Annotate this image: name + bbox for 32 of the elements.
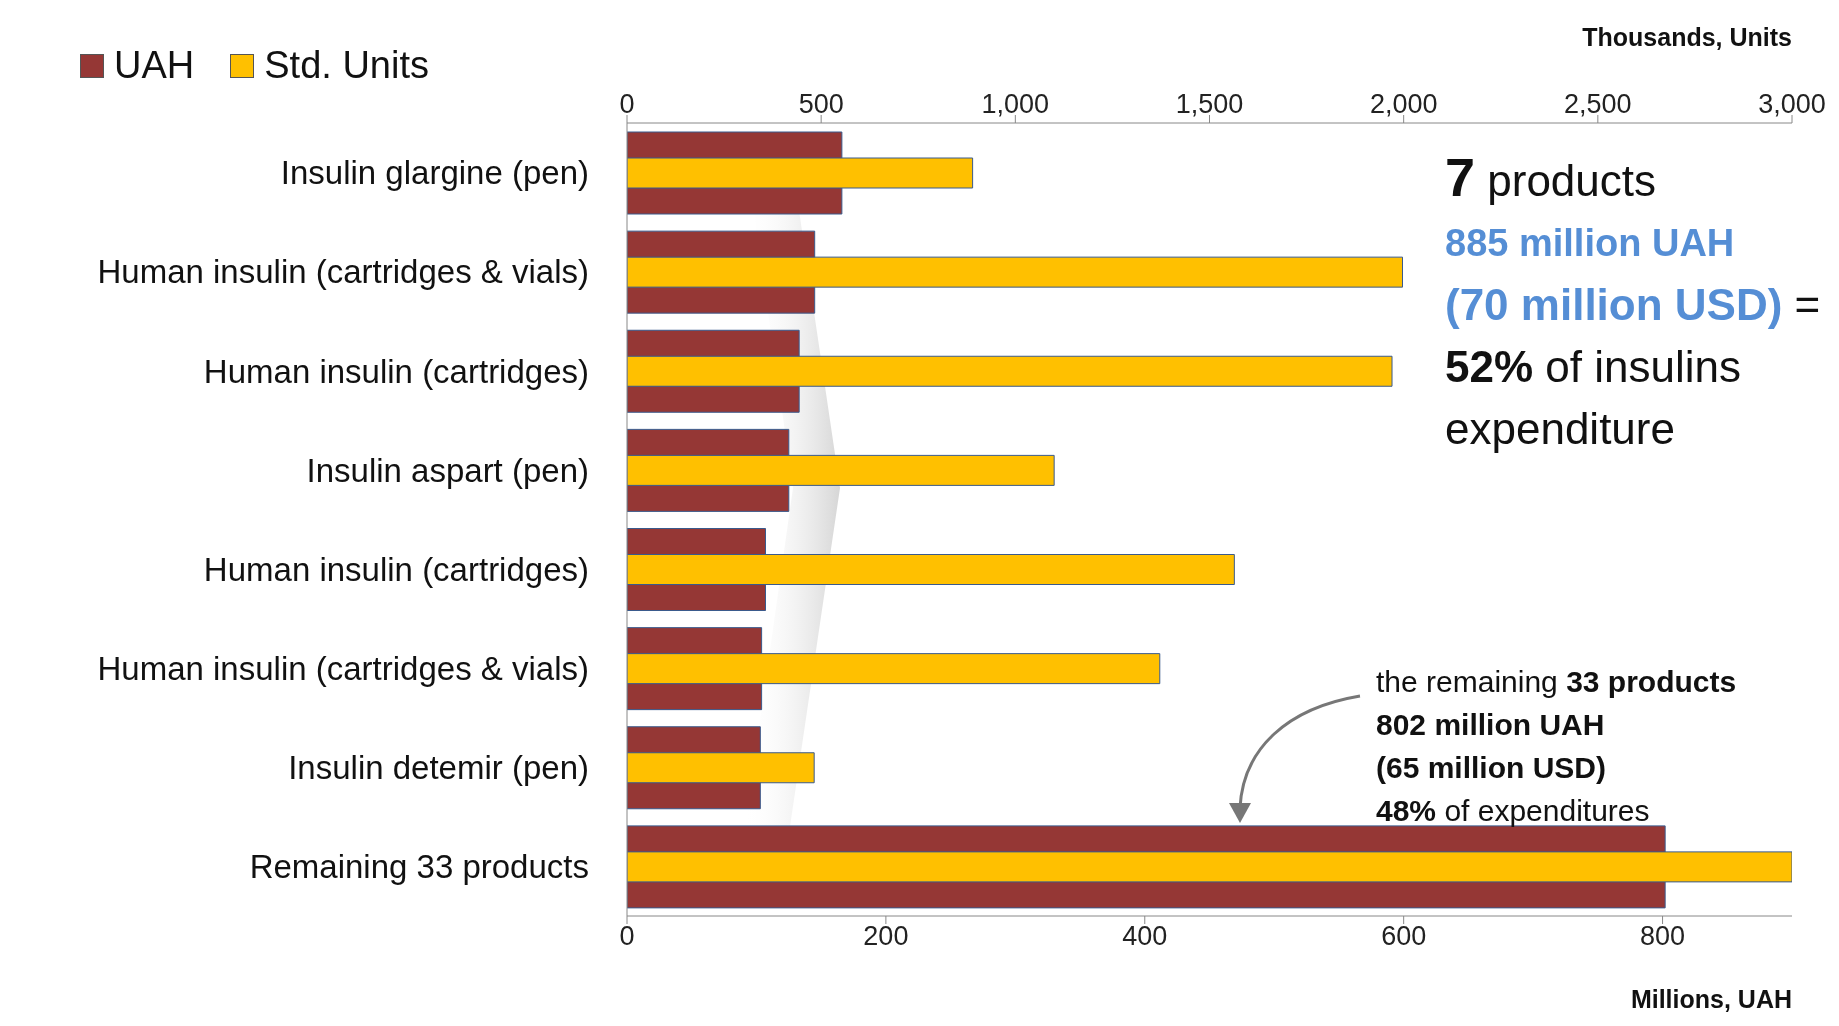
annotation: 48% of expenditures [1376, 793, 1651, 829]
x-tick-label: 600 [1381, 921, 1427, 952]
y-tick-label: Insulin aspart (pen) [306, 451, 589, 489]
annotation: 802 million UAH [1376, 708, 1605, 741]
annotation: 52% of insulins expenditure [1445, 341, 1742, 455]
x-tick-label: 400 [1122, 921, 1168, 952]
annotation: 7 products [1445, 146, 1658, 209]
y-tick-label: Human insulin (cartridges & vials) [97, 253, 589, 291]
legend-label: UAH [114, 44, 195, 87]
x-axis-title: Millions, UAH [1630, 985, 1792, 1013]
x-tick-label: 800 [1640, 921, 1686, 952]
y-tick-label: Remaining 33 products [249, 848, 589, 886]
x2-tick-label: 0 [619, 89, 635, 119]
x2-tick-label: 2,500 [1564, 89, 1632, 119]
x2-tick-label: 500 [798, 89, 844, 119]
y-tick-label: Human insulin (cartridges) [203, 550, 589, 588]
y-tick-label: Insulin glargine (pen) [280, 154, 589, 192]
x2-tick-label: 2,000 [1369, 89, 1438, 119]
annotation: (65 million USD) [1376, 751, 1607, 784]
x2-axis-title: Thousands, Units [1582, 22, 1792, 51]
x-tick-label: 200 [863, 921, 909, 952]
annotation: 885 million UAH [1445, 221, 1736, 266]
y-tick-label: Human insulin (cartridges & vials) [97, 649, 589, 687]
x2-tick-label: 1,000 [981, 89, 1050, 119]
x2-tick-label: 1,500 [1175, 89, 1244, 119]
x2-tick-label: 3,000 [1758, 89, 1826, 119]
legend-label: Std. Units [264, 44, 429, 87]
x-tick-label: 0 [619, 921, 635, 952]
y-tick-label: Insulin detemir (pen) [288, 749, 589, 787]
annotation: the remaining 33 products [1376, 664, 1737, 700]
y-tick-label: Human insulin (cartridges) [203, 352, 589, 390]
annotation: (70 million USD) = [1445, 279, 1822, 331]
